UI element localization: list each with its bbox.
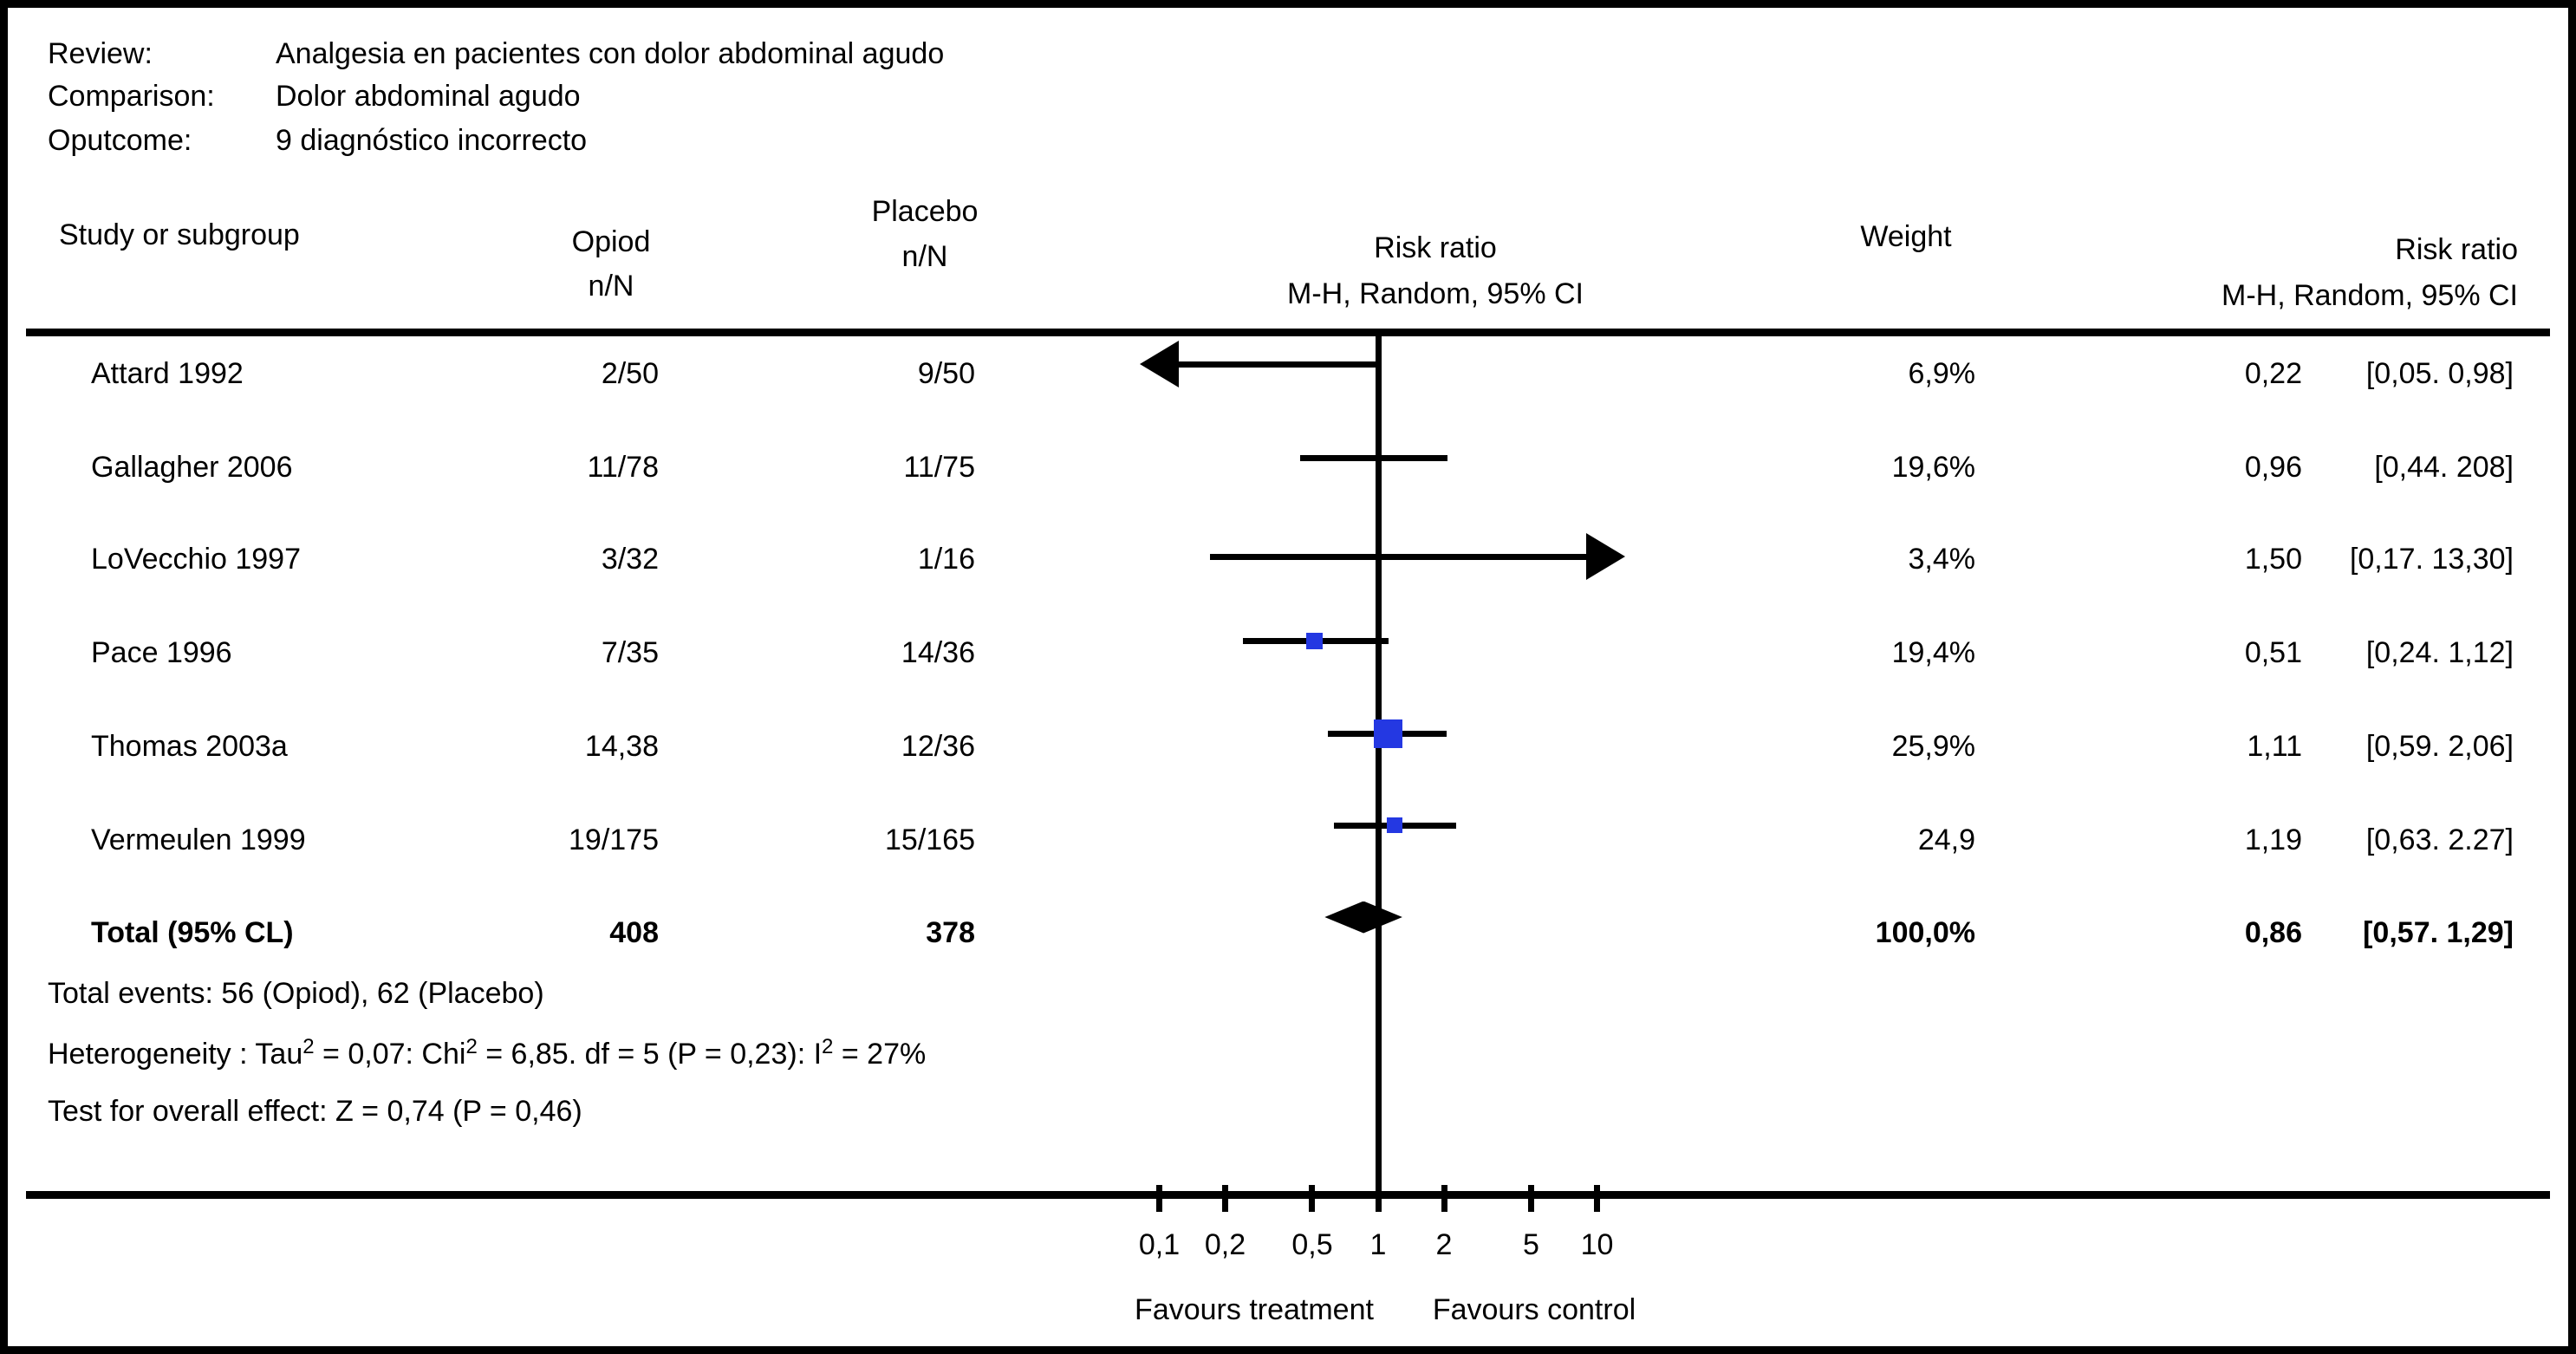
- study-name: Gallagher 2006: [91, 451, 293, 485]
- weight-cell: 3,4%: [1908, 543, 1976, 576]
- col-placebo-header: Placebo: [871, 195, 979, 229]
- heterogeneity-text: = 0,07: Chi: [314, 1038, 466, 1071]
- point-estimate-square: [1305, 632, 1323, 649]
- outcome-value: 9 diagnóstico incorrecto: [276, 124, 588, 158]
- confidence-interval-cell: [0,05. 0,98]: [2365, 357, 2514, 391]
- weight-cell: 24,9: [1917, 823, 1975, 857]
- comparison-label: Comparison:: [48, 80, 215, 114]
- weight-cell: 19,6%: [1891, 451, 1975, 485]
- risk-ratio-value-cell: 1,50: [2244, 543, 2302, 576]
- confidence-interval-cell: [0,44. 208]: [2374, 451, 2514, 485]
- outcome-label: Oputcome:: [48, 124, 192, 158]
- review-label: Review:: [48, 37, 153, 71]
- study-name: LoVecchio 1997: [91, 543, 301, 576]
- superscript-2: 2: [465, 1034, 478, 1058]
- axis-tick: [1441, 1185, 1447, 1212]
- col-riskratio-right-method: M-H, Random, 95% CI: [2221, 279, 2518, 313]
- risk-ratio-value-cell: 0,22: [2244, 357, 2302, 391]
- placebo-events-cell: 11/75: [903, 451, 975, 485]
- comparison-value: Dolor abdominal agudo: [276, 80, 581, 114]
- weight-cell: 6,9%: [1908, 357, 1976, 391]
- opiod-events-cell: 408: [609, 916, 659, 950]
- overall-effect-line: Test for overall effect: Z = 0,74 (P = 0…: [48, 1095, 582, 1129]
- axis-tick: [1156, 1185, 1162, 1212]
- ci-line: [1299, 454, 1448, 461]
- ci-line: [1179, 361, 1376, 368]
- placebo-events-cell: 1/16: [917, 543, 975, 576]
- favours-control-label: Favours control: [1432, 1293, 1636, 1327]
- axis-tick-label: 0,2: [1204, 1228, 1246, 1262]
- bottom-rule: [26, 1191, 2550, 1199]
- axis-tick: [1594, 1185, 1600, 1212]
- superscript-2: 2: [302, 1034, 315, 1058]
- col-study-header: Study or subgroup: [59, 218, 300, 252]
- placebo-events-cell: 9/50: [917, 357, 975, 391]
- heterogeneity-line: Heterogeneity : Tau2 = 0,07: Chi2 = 6,85…: [48, 1034, 927, 1071]
- study-name: Pace 1996: [91, 636, 232, 670]
- weight-cell: 100,0%: [1875, 916, 1975, 950]
- header-rule: [26, 329, 2550, 336]
- col-weight-header: Weight: [1860, 220, 1952, 254]
- col-placebo-nn-header: n/N: [901, 240, 948, 274]
- risk-ratio-value-cell: 1,11: [2247, 730, 2302, 764]
- placebo-events-cell: 14/36: [901, 636, 975, 670]
- opiod-events-cell: 2/50: [601, 357, 659, 391]
- point-estimate-square: [1373, 719, 1402, 748]
- point-estimate-square: [1387, 817, 1403, 833]
- risk-ratio-value-cell: 0,86: [2244, 916, 2302, 950]
- ci-arrow-left-icon: [1140, 341, 1179, 387]
- study-name: Total (95% CL): [91, 916, 294, 950]
- favours-treatment-label: Favours treatment: [1135, 1293, 1374, 1327]
- axis-tick: [1527, 1185, 1534, 1212]
- heterogeneity-text: = 6,85. df = 5 (P = 0,23): I: [477, 1038, 823, 1071]
- col-riskratio-mid-method: M-H, Random, 95% CI: [1287, 277, 1584, 311]
- total-events-line: Total events: 56 (Opiod), 62 (Placebo): [48, 977, 544, 1011]
- confidence-interval-cell: [0,17. 13,30]: [2349, 543, 2514, 576]
- weight-cell: 25,9%: [1891, 730, 1975, 764]
- opiod-events-cell: 19/175: [569, 823, 659, 857]
- col-opiod-header: Opiod: [571, 225, 651, 259]
- no-effect-axis-line: [1376, 336, 1382, 1191]
- risk-ratio-value-cell: 0,51: [2244, 636, 2302, 670]
- review-value: Analgesia en pacientes con dolor abdomin…: [276, 37, 945, 71]
- axis-tick-label: 5: [1523, 1228, 1539, 1262]
- opiod-events-cell: 3/32: [601, 543, 659, 576]
- confidence-interval-cell: [0,59. 2,06]: [2365, 730, 2514, 764]
- axis-tick: [1375, 1185, 1382, 1212]
- study-name: Vermeulen 1999: [91, 823, 306, 857]
- confidence-interval-cell: [0,24. 1,12]: [2365, 636, 2514, 670]
- risk-ratio-value-cell: 1,19: [2244, 823, 2302, 857]
- col-riskratio-right-header: Risk ratio: [2395, 233, 2518, 267]
- opiod-events-cell: 14,38: [584, 730, 659, 764]
- ci-arrow-right-icon: [1586, 533, 1625, 580]
- ci-line: [1209, 553, 1586, 560]
- axis-tick-label: 1: [1369, 1228, 1387, 1262]
- placebo-events-cell: 12/36: [901, 730, 975, 764]
- study-name: Attard 1992: [91, 357, 244, 391]
- heterogeneity-text: = 27%: [833, 1038, 927, 1071]
- opiod-events-cell: 11/78: [587, 451, 659, 485]
- placebo-events-cell: 378: [926, 916, 975, 950]
- study-name: Thomas 2003a: [91, 730, 288, 764]
- axis-tick-label: 2: [1435, 1228, 1453, 1262]
- axis-tick: [1222, 1185, 1228, 1212]
- opiod-events-cell: 7/35: [601, 636, 659, 670]
- total-diamond: [1324, 901, 1402, 934]
- weight-cell: 19,4%: [1891, 636, 1975, 670]
- col-riskratio-mid-header: Risk ratio: [1374, 231, 1497, 265]
- col-opiod-nn-header: n/N: [588, 270, 634, 303]
- axis-tick-label: 0,1: [1138, 1228, 1181, 1262]
- placebo-events-cell: 15/165: [885, 823, 975, 857]
- confidence-interval-cell: [0,63. 2.27]: [2365, 823, 2514, 857]
- axis-tick-label: 0,5: [1291, 1228, 1333, 1262]
- superscript-2: 2: [822, 1034, 834, 1058]
- confidence-interval-cell: [0,57. 1,29]: [2363, 916, 2514, 950]
- axis-tick-label: 10: [1580, 1228, 1614, 1262]
- axis-tick: [1309, 1185, 1316, 1212]
- heterogeneity-text: Heterogeneity : Tau: [48, 1038, 303, 1071]
- risk-ratio-value-cell: 0,96: [2244, 451, 2302, 485]
